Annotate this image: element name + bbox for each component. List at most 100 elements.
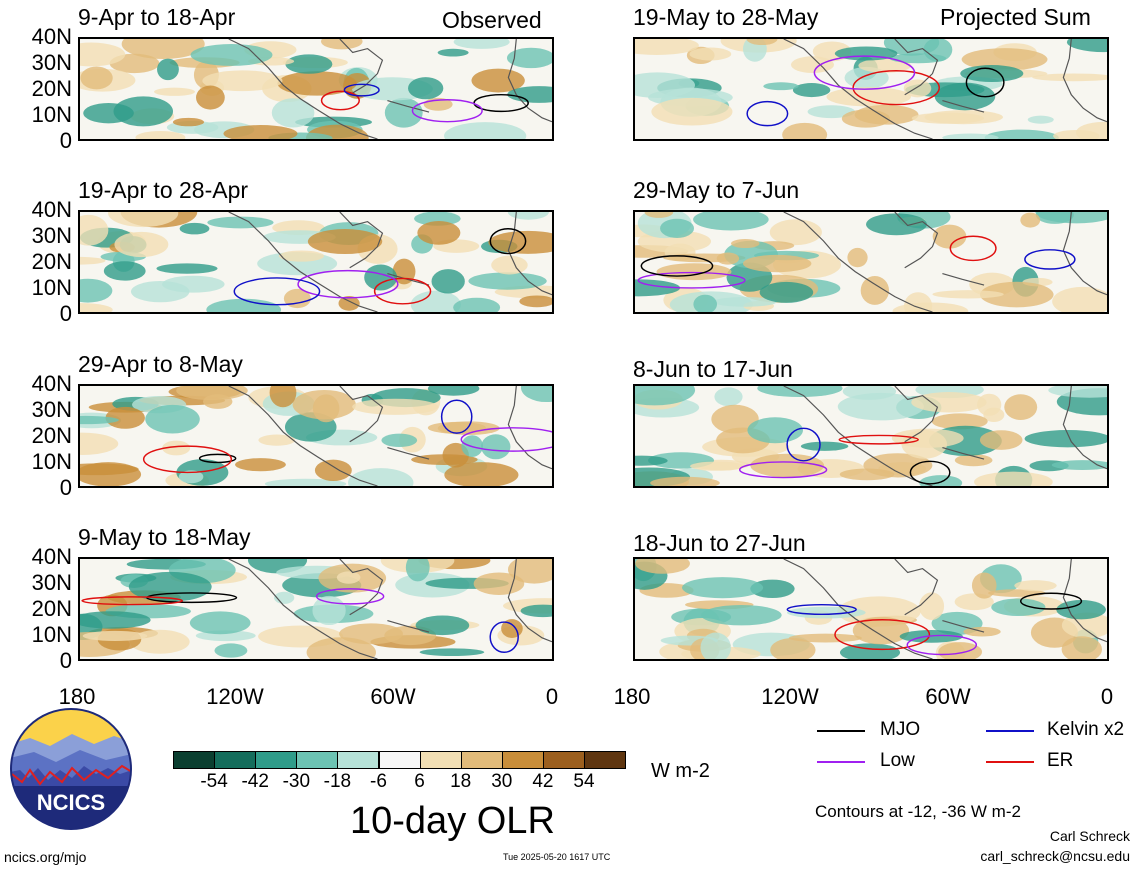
- olr-anomaly-patch: [178, 470, 204, 484]
- olr-anomaly-patch: [826, 87, 911, 107]
- olr-anomaly-patch: [757, 386, 843, 398]
- olr-anomaly-patch: [984, 129, 1059, 139]
- olr-anomaly-patch: [364, 264, 398, 291]
- y-tick-label: 20N: [31, 596, 72, 621]
- olr-anomaly-patch: [858, 58, 912, 73]
- olr-anomaly-patch: [414, 212, 461, 226]
- contour-line: [637, 271, 746, 289]
- x-tick-right-60w: 60W: [925, 684, 971, 709]
- olr-anomaly-patch: [473, 572, 525, 595]
- y-tick-label: 20N: [31, 249, 72, 274]
- olr-anomaly-patch: [919, 592, 945, 621]
- olr-anomaly-patch: [931, 413, 988, 430]
- olr-anomaly-patch: [135, 131, 186, 139]
- olr-anomaly-patch: [157, 58, 179, 81]
- y-tick-label: 40N: [31, 24, 72, 49]
- olr-anomaly-patch: [437, 48, 469, 57]
- olr-anomaly-patch: [190, 44, 273, 66]
- olr-anomaly-patch: [206, 298, 282, 312]
- panel-title-left-1: 9-Apr to 18-Apr: [78, 4, 236, 30]
- olr-anomaly-patch: [635, 72, 695, 98]
- coastline: [228, 39, 552, 139]
- olr-anomaly-patch: [979, 281, 1054, 308]
- olr-anomaly-patch: [307, 229, 383, 255]
- olr-anomaly-patch: [417, 220, 461, 245]
- olr-anomaly-patch: [427, 386, 480, 396]
- y-tick-label: 10N: [31, 102, 72, 127]
- legend-mjo-line: [817, 730, 865, 732]
- olr-anomaly-patch: [788, 633, 862, 643]
- olr-anomaly-patch: [258, 434, 296, 446]
- olr-anomaly-patch: [979, 430, 1023, 450]
- olr-anomaly-patch: [635, 39, 699, 55]
- olr-anomaly-patch: [852, 616, 910, 645]
- olr-anomaly-patch: [714, 387, 743, 407]
- olr-anomaly-patch: [352, 398, 439, 415]
- coastline: [783, 386, 1107, 486]
- map-panel: [78, 557, 554, 661]
- coastline: [228, 386, 552, 486]
- olr-anomaly-patch: [80, 415, 119, 425]
- panel-title-right-1: 19-May to 28-May: [633, 4, 819, 30]
- olr-anomaly-patch: [196, 85, 225, 110]
- olr-anomaly-patch: [506, 47, 552, 69]
- olr-anomaly-patch: [214, 643, 248, 658]
- olr-anomaly-patch: [1027, 115, 1054, 124]
- panel-title-left-2: 19-Apr to 28-Apr: [78, 177, 249, 203]
- colorbar-swatch: [255, 751, 298, 769]
- olr-anomaly-patch: [701, 604, 782, 626]
- olr-anomaly-patch: [80, 66, 113, 90]
- olr-anomaly-patch: [202, 70, 283, 92]
- olr-anomaly-patch: [80, 256, 106, 265]
- olr-anomaly-patch: [854, 104, 919, 125]
- panel-title-left-3: 29-Apr to 8-May: [78, 351, 243, 377]
- x-tick-left-120w: 120W: [206, 684, 264, 709]
- legend-kelvin-label: Kelvin x2: [1047, 719, 1125, 740]
- contour-line: [198, 453, 237, 464]
- olr-anomaly-patch: [419, 648, 485, 657]
- colorbar-tick-label: 6: [414, 771, 425, 792]
- olr-anomaly-patch: [113, 96, 174, 127]
- olr-anomaly-patch: [314, 459, 352, 481]
- x-tick-left-180: 180: [58, 684, 96, 709]
- map-panel: [633, 384, 1109, 488]
- olr-anomaly-patch: [786, 606, 866, 619]
- panel-title-right-4: 18-Jun to 27-Jun: [633, 530, 806, 556]
- contour-line: [233, 277, 321, 306]
- contours-note: Contours at -12, -36 W m-2: [815, 802, 1021, 821]
- olr-anomaly-patch: [306, 637, 376, 659]
- olr-anomaly-patch: [235, 458, 286, 472]
- colorbar-tick-label: -18: [323, 771, 352, 792]
- olr-anomaly-patch: [650, 476, 720, 486]
- olr-anomaly-patch: [507, 86, 552, 103]
- olr-anomaly-patch: [189, 611, 251, 635]
- contour-line: [906, 634, 978, 656]
- contour-line: [949, 235, 997, 262]
- panel-title-right-2: 29-May to 7-Jun: [633, 177, 800, 203]
- olr-anomaly-patch: [348, 468, 414, 486]
- olr-anomaly-patch: [651, 97, 733, 126]
- contour-line: [852, 70, 940, 106]
- olr-anomaly-patch: [1032, 73, 1107, 82]
- olr-anomaly-patch: [271, 98, 315, 128]
- y-tick-label: 40N: [31, 371, 72, 396]
- olr-anomaly-patch: [971, 572, 997, 599]
- olr-anomaly-patch: [934, 82, 996, 111]
- olr-anomaly-patch: [750, 579, 795, 599]
- olr-anomaly-patch: [1056, 599, 1106, 620]
- olr-anomaly-patch: [1061, 612, 1107, 639]
- olr-anomaly-patch: [223, 125, 298, 139]
- contour-line: [640, 255, 714, 277]
- olr-anomaly-patch: [1052, 286, 1107, 312]
- olr-anomaly-patch: [264, 478, 347, 486]
- legend-mjo-label: MJO: [880, 719, 921, 740]
- olr-anomaly-patch: [103, 261, 146, 281]
- olr-anomaly-patch: [1066, 39, 1107, 53]
- olr-anomaly-patch: [437, 421, 500, 436]
- y-tick-label: 30N: [31, 223, 72, 248]
- olr-anomaly-patch: [128, 571, 212, 602]
- olr-anomaly-patch: [911, 112, 984, 124]
- olr-anomaly-patch: [730, 239, 760, 249]
- olr-anomaly-patch: [750, 453, 825, 478]
- olr-anomaly-patch: [82, 630, 148, 642]
